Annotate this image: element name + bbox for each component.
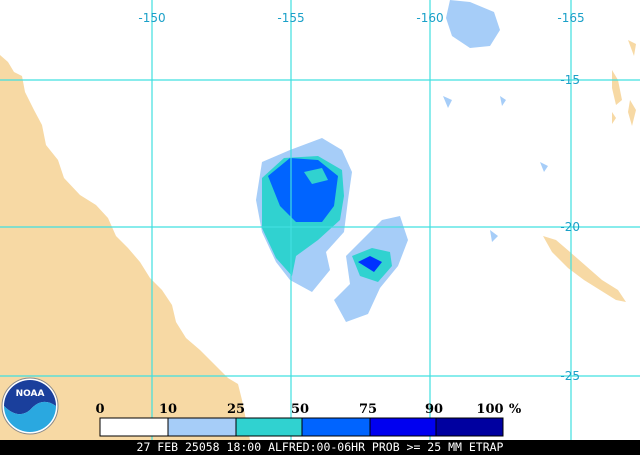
legend-label: 25 bbox=[227, 402, 245, 417]
land-vanuatu bbox=[612, 40, 636, 126]
legend-swatch bbox=[235, 417, 303, 437]
legend-unit: % bbox=[509, 402, 522, 417]
legend: 0 10 25 50 75 90 100 % bbox=[95, 402, 522, 437]
prob-75 bbox=[358, 256, 382, 272]
prob-25 bbox=[304, 168, 328, 184]
lon-label: -160 bbox=[416, 11, 443, 25]
legend-label: 50 bbox=[291, 402, 309, 417]
footer-bar bbox=[0, 440, 640, 455]
lon-label: -150 bbox=[138, 11, 165, 25]
land-new-caledonia bbox=[543, 236, 626, 302]
lon-label: -155 bbox=[277, 11, 304, 25]
legend-label: 75 bbox=[359, 402, 377, 417]
legend-swatch bbox=[167, 417, 237, 437]
legend-swatch bbox=[99, 417, 169, 437]
legend-label: 90 bbox=[425, 402, 443, 417]
lon-label: -165 bbox=[557, 11, 584, 25]
legend-label: 100 bbox=[476, 402, 503, 417]
lat-label: -25 bbox=[560, 369, 580, 383]
footer-text: 27 FEB 25058 18:00 ALFRED:00-06HR PROB >… bbox=[137, 440, 504, 454]
logo-text: NOAA bbox=[16, 389, 45, 399]
lat-label: -20 bbox=[560, 220, 580, 234]
legend-label: 10 bbox=[159, 402, 177, 417]
prob-10 bbox=[446, 0, 500, 48]
legend-label: 0 bbox=[95, 402, 104, 417]
legend-swatch bbox=[435, 417, 504, 437]
land-australia bbox=[0, 55, 250, 440]
noaa-logo: NOAA bbox=[1, 377, 59, 435]
legend-swatch bbox=[369, 417, 437, 437]
legend-swatch bbox=[301, 417, 371, 437]
lat-label: -15 bbox=[560, 73, 580, 87]
